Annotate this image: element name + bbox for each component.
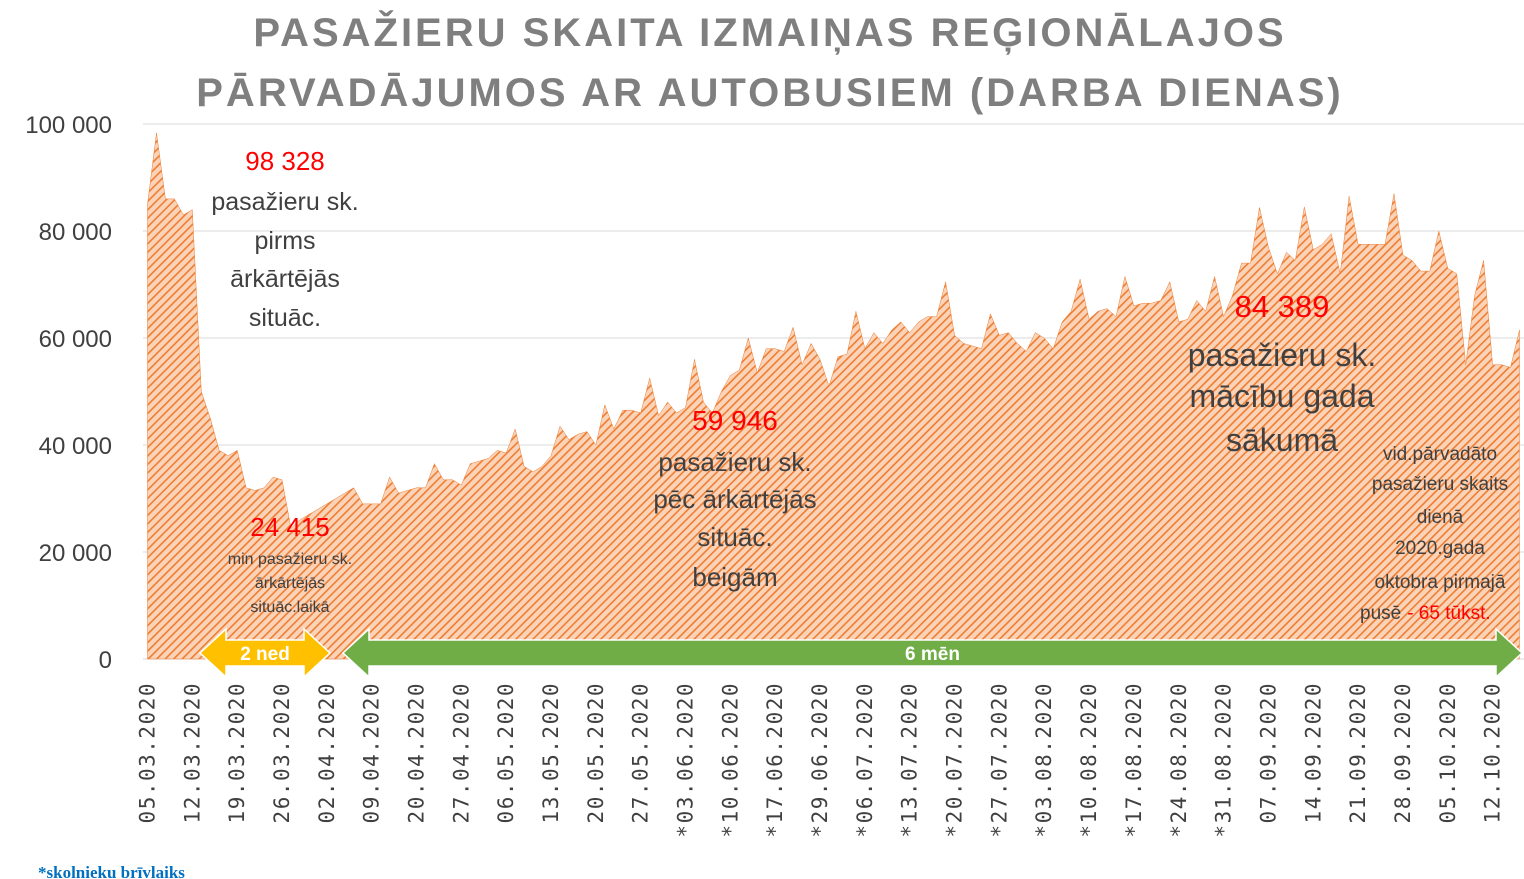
annotation-line: pirms (254, 227, 315, 255)
annotation-text: ārkārtējās (255, 575, 325, 592)
y-tick-label: 0 (99, 647, 112, 674)
y-tick-label: 40 000 (39, 433, 112, 460)
annotation-line: dienā (1417, 507, 1464, 528)
x-tick-label: 06.05.2020 (494, 682, 518, 823)
annotation-line: ārkārtējās (255, 575, 325, 592)
y-tick-label: 80 000 (39, 219, 112, 246)
x-tick-label: *06.07.2020 (853, 682, 877, 838)
x-tick-label: *03.08.2020 (1032, 682, 1056, 838)
annotation-value: 98 328 (245, 146, 325, 176)
x-tick-label: 07.09.2020 (1256, 682, 1280, 823)
x-tick-label: 14.09.2020 (1301, 682, 1325, 823)
x-tick-label: 21.09.2020 (1346, 682, 1370, 823)
annotation-text: vid.pārvadāto (1383, 444, 1497, 465)
x-tick-label: 27.05.2020 (629, 682, 653, 823)
y-tick-label: 20 000 (39, 540, 112, 567)
annotation-line: mācību gada (1189, 378, 1374, 414)
x-tick-label: *17.06.2020 (763, 682, 787, 838)
x-tick-label: 02.04.2020 (315, 682, 339, 823)
annotation-line: pasažieru skaits (1372, 474, 1508, 495)
annotation-line: pasažieru sk. (658, 447, 811, 477)
annotation-text: pasažieru sk. (658, 447, 811, 477)
annotation-line: beigām (692, 562, 777, 592)
period-arrow (198, 627, 332, 679)
x-tick-label: 27.04.2020 (449, 682, 473, 823)
annotation-suffix: - 65 tūkst. (1407, 603, 1490, 624)
annotation-text: ārkārtējās (230, 265, 340, 293)
x-tick-label: *17.08.2020 (1122, 682, 1146, 838)
x-tick-label: *20.07.2020 (943, 682, 967, 838)
x-tick-label: *29.06.2020 (808, 682, 832, 838)
annotation-text: 2020.gada (1395, 538, 1485, 559)
annotation-text: mācību gada (1189, 378, 1374, 414)
period-label: 6 mēn (905, 644, 960, 665)
x-tick-label: 05.10.2020 (1436, 682, 1460, 823)
period-arrow (341, 627, 1524, 679)
x-tick-label: *10.06.2020 (718, 682, 742, 838)
x-tick-label: 19.03.2020 (225, 682, 249, 823)
annotation-line: pasažieru sk. (211, 188, 358, 216)
annotation-line: ārkārtējās (230, 265, 340, 293)
annotation-text: dienā (1417, 507, 1464, 528)
annotation-line: 2020.gada (1395, 538, 1485, 559)
annotation-text: sākumā (1226, 422, 1338, 458)
annotation-line: situāc. (697, 522, 772, 552)
x-tick-label: 13.05.2020 (539, 682, 563, 823)
annotation-text: pirms (254, 227, 315, 255)
x-tick-label: 05.03.2020 (135, 682, 159, 823)
annotation-text: pasažieru skaits (1372, 474, 1508, 495)
annotation-text: situāc.laikā (250, 599, 329, 616)
x-tick-label: *03.06.2020 (674, 682, 698, 838)
annotation-line: pasažieru sk. (1188, 337, 1377, 373)
annotation-text: min pasažieru sk. (228, 551, 353, 568)
x-tick-label: *13.07.2020 (898, 682, 922, 838)
annotation-text: beigām (692, 562, 777, 592)
annotation-text: oktobra pirmajā (1375, 572, 1506, 593)
annotation-value: 84 389 (1235, 289, 1330, 324)
x-tick-label: 26.03.2020 (270, 682, 294, 823)
x-tick-label: *31.08.2020 (1212, 682, 1236, 838)
x-tick-label: *10.08.2020 (1077, 682, 1101, 838)
annotation-line: sākumā (1226, 422, 1338, 458)
chart-title: PASAŽIERU SKAITA IZMAIŅAS REĢIONĀLAJOS (253, 9, 1286, 55)
annotation-value: 24 415 (250, 512, 330, 542)
period-label: 2 ned (240, 644, 290, 665)
x-tick-label: 28.09.2020 (1391, 682, 1415, 823)
y-tick-label: 60 000 (39, 326, 112, 353)
annotation-text: pēc ārkārtējās (653, 484, 816, 514)
annotation-text: pasažieru sk. (211, 188, 358, 216)
footnote: *skolnieku brīvlaiks (38, 863, 185, 879)
annotation-line: situāc. (249, 304, 321, 332)
annotation-text: pusē - 65 tūkst. (1360, 603, 1491, 624)
x-tick-label: 20.04.2020 (405, 682, 429, 823)
annotation-text: pasažieru sk. (1188, 337, 1377, 373)
annotation-line: oktobra pirmajā (1375, 572, 1506, 593)
x-tick-label: 12.10.2020 (1481, 682, 1505, 823)
x-tick-label: *27.07.2020 (987, 682, 1011, 838)
x-tick-label: 20.05.2020 (584, 682, 608, 823)
annotation-line: vid.pārvadāto (1383, 444, 1497, 465)
y-tick-label: 100 000 (25, 112, 112, 139)
chart-title: PĀRVADĀJUMOS AR AUTOBUSIEM (DARBA DIENAS… (196, 71, 1344, 115)
x-tick-label: *24.08.2020 (1167, 682, 1191, 838)
annotation-value: 59 946 (692, 405, 778, 436)
x-tick-label: 12.03.2020 (180, 682, 204, 823)
annotation-text: situāc. (697, 522, 772, 552)
area (147, 132, 1520, 660)
annotation-line: pusē (1360, 603, 1401, 624)
annotation-line: min pasažieru sk. (228, 551, 353, 568)
annotation-line: pēc ārkārtējās (653, 484, 816, 514)
annotation-text: situāc. (249, 304, 321, 332)
annotation-line: situāc.laikā (250, 599, 329, 616)
x-tick-label: 09.04.2020 (360, 682, 384, 823)
